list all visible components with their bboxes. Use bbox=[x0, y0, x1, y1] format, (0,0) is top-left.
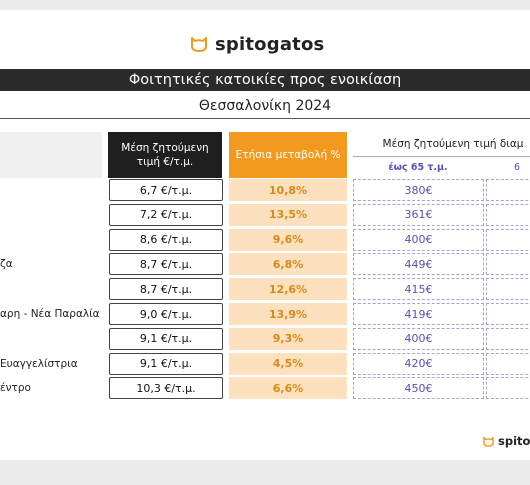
price-per-sqm: 9,1 €/τ.μ. bbox=[109, 352, 223, 375]
annual-change: 13,5% bbox=[229, 203, 347, 226]
avg-rent-large bbox=[486, 203, 530, 226]
area-name: αρη - Νέα Παραλία bbox=[0, 303, 104, 325]
annual-change: 13,9% bbox=[229, 303, 347, 325]
area-label: αρη - Νέα Παραλία bbox=[0, 308, 100, 320]
annual-change: 6,6% bbox=[229, 377, 347, 400]
footer-brand-name: spitoga bbox=[498, 434, 530, 448]
price-per-sqm: 6,7 €/τ.μ. bbox=[109, 179, 223, 201]
area-label: έντρο bbox=[0, 382, 31, 395]
table-row: έντρο 10,3 €/τ.μ. 6,6% 450€ bbox=[0, 377, 530, 400]
price-per-sqm: 8,7 €/τ.μ. bbox=[109, 253, 223, 276]
table-row: αρη - Νέα Παραλία 9,0 €/τ.μ. 13,9% 419€ bbox=[0, 303, 530, 325]
annual-change: 6,8% bbox=[229, 253, 347, 276]
price-per-sqm: 7,2 €/τ.μ. bbox=[109, 203, 223, 226]
cat-logo-icon bbox=[191, 37, 207, 52]
area-name: ζα bbox=[0, 253, 104, 275]
table-row: Ευαγγελίστρια 9,1 €/τ.μ. 4,5% 420€ bbox=[0, 352, 530, 375]
price-per-sqm: 8,7 €/τ.μ. bbox=[109, 278, 223, 301]
price-per-sqm: 9,1 €/τ.μ. bbox=[109, 327, 223, 350]
infographic-page: spitogatos Φοιτητικές κατοικίες προς ενο… bbox=[0, 10, 530, 460]
annual-change: 9,6% bbox=[229, 228, 347, 251]
avg-rent-large bbox=[486, 179, 530, 201]
avg-rent-small: 450€ bbox=[353, 377, 484, 400]
avg-rent-large bbox=[486, 327, 530, 350]
avg-rent-large bbox=[486, 303, 530, 325]
area-name bbox=[0, 204, 104, 226]
area-name: έντρο bbox=[0, 377, 104, 399]
avg-rent-small: 419€ bbox=[353, 303, 484, 325]
table-row: 8,6 €/τ.μ. 9,6% 400€ bbox=[0, 228, 530, 251]
table-row: 9,1 €/τ.μ. 9,3% 400€ bbox=[0, 327, 530, 350]
change-column-header: Ετήσια μεταβολή % bbox=[229, 132, 347, 178]
annual-change: 12,6% bbox=[229, 278, 347, 301]
price-column-header: Μέση ζητούμενη τιμή €/τ.μ. bbox=[108, 132, 222, 178]
price-per-sqm: 9,0 €/τ.μ. bbox=[109, 303, 223, 325]
page-subtitle: Θεσσαλονίκη 2024 bbox=[0, 93, 530, 119]
annual-change: 4,5% bbox=[229, 352, 347, 375]
size-subheader-large: 6 bbox=[514, 162, 521, 173]
size-subheader-small: έως 65 τ.μ. bbox=[388, 162, 448, 173]
cat-logo-icon bbox=[483, 436, 494, 447]
table-row: 7,2 €/τ.μ. 13,5% 361€ bbox=[0, 203, 530, 226]
brand-name: spitogatos bbox=[215, 33, 325, 55]
area-label: Ευαγγελίστρια bbox=[0, 357, 78, 370]
annual-change: 10,8% bbox=[229, 179, 347, 201]
avg-rent-large bbox=[486, 278, 530, 301]
avg-rent-column-header: Μέση ζητούμενη τιμή διαμ bbox=[382, 138, 524, 150]
avg-rent-small: 449€ bbox=[353, 253, 484, 276]
table-row: 8,7 €/τ.μ. 12,6% 415€ bbox=[0, 278, 530, 301]
footer-logo: spitoga bbox=[482, 434, 530, 448]
avg-rent-small: 380€ bbox=[353, 179, 484, 201]
avg-rent-large bbox=[486, 352, 530, 375]
avg-rent-large bbox=[486, 253, 530, 276]
avg-rent-small: 400€ bbox=[353, 327, 484, 350]
avg-rent-large bbox=[486, 228, 530, 251]
avg-rent-small: 415€ bbox=[353, 278, 484, 301]
area-name bbox=[0, 229, 104, 251]
avg-rent-small: 361€ bbox=[353, 203, 484, 226]
annual-change: 9,3% bbox=[229, 327, 347, 350]
price-per-sqm: 8,6 €/τ.μ. bbox=[109, 228, 223, 251]
header-divider bbox=[353, 156, 530, 157]
page-title: Φοιτητικές κατοικίες προς ενοικίαση bbox=[0, 69, 530, 91]
area-column-header bbox=[0, 132, 102, 178]
avg-rent-small: 400€ bbox=[353, 228, 484, 251]
table-row: 6,7 €/τ.μ. 10,8% 380€ bbox=[0, 179, 530, 201]
price-per-sqm: 10,3 €/τ.μ. bbox=[109, 377, 223, 400]
table-row: ζα 8,7 €/τ.μ. 6,8% 449€ bbox=[0, 253, 530, 276]
brand-logo: spitogatos bbox=[189, 32, 324, 56]
area-label: ζα bbox=[0, 258, 13, 271]
area-name bbox=[0, 328, 104, 350]
avg-rent-small: 420€ bbox=[353, 352, 484, 375]
area-name bbox=[0, 278, 104, 300]
area-name: Ευαγγελίστρια bbox=[0, 353, 104, 375]
avg-rent-large bbox=[486, 377, 530, 400]
area-name bbox=[0, 179, 104, 201]
